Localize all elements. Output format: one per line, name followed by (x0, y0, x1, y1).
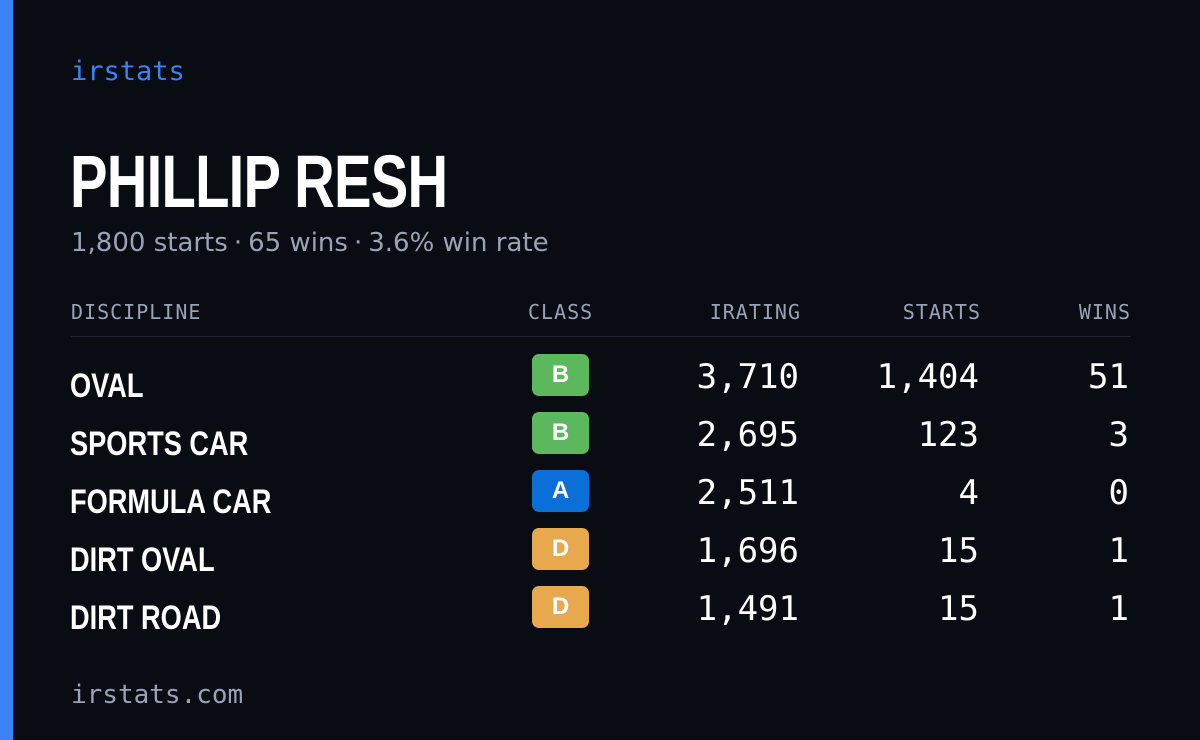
starts-value: 123 (917, 415, 979, 455)
separator: · (353, 228, 363, 258)
driver-name: PHILLIP RESH (70, 140, 448, 223)
discipline-name: OVAL (70, 367, 144, 405)
class-badge: B (532, 354, 589, 396)
wins-value: 0 (1108, 473, 1129, 513)
irating-value: 2,695 (696, 415, 799, 455)
header-divider (71, 336, 1131, 337)
discipline-name: DIRT ROAD (70, 599, 222, 637)
footer-url: irstats.com (71, 680, 244, 710)
separator: · (233, 228, 243, 258)
table-row: FORMULA CAR A 2,511 4 0 (0, 470, 1200, 528)
header-starts: STARTS (902, 300, 981, 324)
wins-value: 1 (1108, 589, 1129, 629)
irating-value: 1,696 (696, 531, 799, 571)
table-row: OVAL B 3,710 1,404 51 (0, 354, 1200, 412)
brand-logo: irstats (71, 56, 185, 87)
starts-value: 15 (938, 589, 979, 629)
table-row: SPORTS CAR B 2,695 123 3 (0, 412, 1200, 470)
irating-value: 3,710 (696, 357, 799, 397)
driver-summary: 1,800 starts · 65 wins · 3.6% win rate (71, 228, 549, 258)
table-row: DIRT OVAL D 1,696 15 1 (0, 528, 1200, 586)
discipline-name: SPORTS CAR (70, 425, 249, 463)
wins-value: 51 (1088, 357, 1129, 397)
total-starts: 1,800 starts (71, 228, 228, 258)
discipline-name: FORMULA CAR (70, 483, 272, 521)
class-badge: D (532, 586, 589, 628)
header-wins: WINS (1078, 300, 1131, 324)
starts-value: 4 (958, 473, 979, 513)
class-badge: D (532, 528, 589, 570)
irating-value: 1,491 (696, 589, 799, 629)
win-rate: 3.6% win rate (368, 228, 549, 258)
header-discipline: DISCIPLINE (71, 300, 202, 324)
table-row: DIRT ROAD D 1,491 15 1 (0, 586, 1200, 644)
total-wins: 65 wins (248, 228, 348, 258)
class-badge: A (532, 470, 589, 512)
irating-value: 2,511 (696, 473, 799, 513)
header-class: CLASS (528, 300, 594, 324)
header-irating: IRATING (709, 300, 801, 324)
starts-value: 15 (938, 531, 979, 571)
starts-value: 1,404 (876, 357, 979, 397)
class-badge: B (532, 412, 589, 454)
wins-value: 1 (1108, 531, 1129, 571)
accent-bar (0, 0, 13, 740)
wins-value: 3 (1108, 415, 1129, 455)
discipline-name: DIRT OVAL (70, 541, 215, 579)
